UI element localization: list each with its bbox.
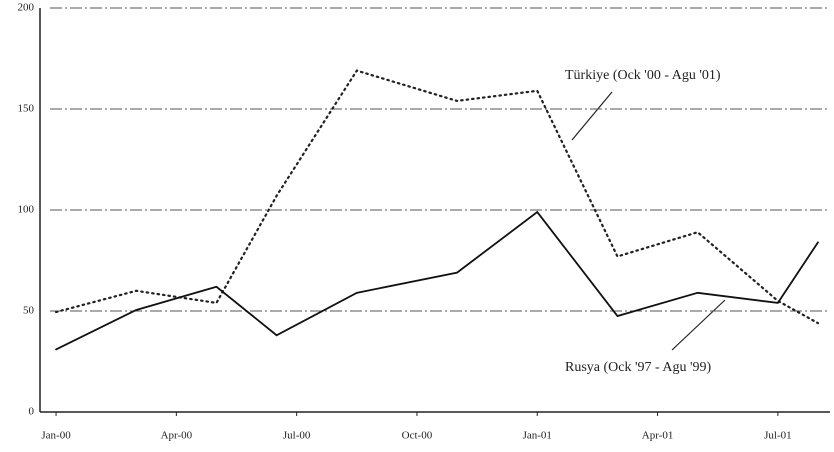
y-tick-label: 50 xyxy=(23,305,35,317)
series-line xyxy=(54,69,820,325)
series-annotation: Rusya (Ock '97 - Agu '99) xyxy=(565,360,712,375)
x-tick-label: Apr-01 xyxy=(642,430,674,442)
leader-line xyxy=(671,299,726,351)
x-tick-label: Jan-00 xyxy=(41,430,71,442)
x-tick-label: Apr-00 xyxy=(161,430,193,442)
y-tick-label: 150 xyxy=(18,103,35,115)
x-tick-label: Oct-00 xyxy=(402,430,433,442)
x-tick-label: Jan-01 xyxy=(523,430,552,442)
y-tick-label: 200 xyxy=(18,2,35,14)
series-annotation: Türkiye (Ock '00 - Agu '01) xyxy=(565,68,721,83)
leader-line xyxy=(571,91,613,141)
y-tick-label: 0 xyxy=(29,406,35,418)
series-line xyxy=(55,210,819,351)
x-tick-label: Jul-01 xyxy=(764,430,792,442)
y-tick-label: 100 xyxy=(18,204,35,216)
x-tick-label: Jul-00 xyxy=(283,430,311,442)
